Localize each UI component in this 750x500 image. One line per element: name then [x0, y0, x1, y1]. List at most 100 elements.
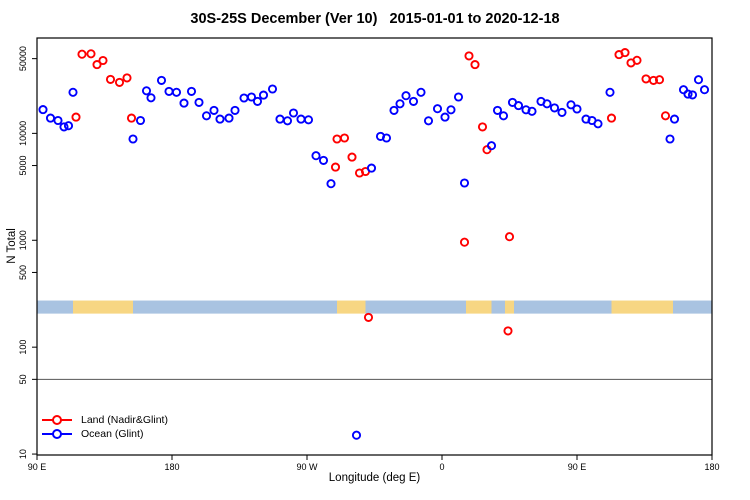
data-point-ocean — [215, 114, 225, 124]
data-point-ocean — [224, 113, 234, 123]
y-tick-label: 10 — [18, 449, 28, 459]
legend: Land (Nadir&Glint) Ocean (Glint) — [42, 413, 168, 441]
data-point-ocean — [68, 87, 78, 97]
data-point-ocean — [687, 90, 698, 100]
data-point-land — [470, 60, 480, 70]
band-segment-ocean — [365, 300, 466, 314]
data-point-land — [459, 237, 470, 247]
data-point-ocean — [423, 116, 434, 126]
band-segment-land — [505, 300, 514, 314]
band-segment-land — [611, 300, 673, 314]
data-point-ocean — [141, 86, 152, 96]
x-tick-label: 0 — [439, 462, 444, 472]
data-point-ocean — [186, 86, 197, 96]
data-point-ocean — [53, 115, 63, 126]
y-tick-label: 10000 — [18, 121, 28, 146]
land-ocean-band — [37, 300, 712, 314]
data-point-land — [477, 122, 488, 132]
data-point-ocean — [252, 96, 263, 106]
data-point-ocean — [318, 155, 329, 165]
x-tick-label: 180 — [164, 462, 179, 472]
data-point-ocean — [171, 87, 182, 97]
data-point-ocean — [699, 85, 710, 95]
data-point-land — [660, 111, 671, 121]
data-point-ocean — [401, 91, 411, 101]
data-point-land — [77, 49, 87, 59]
data-point-ocean — [416, 87, 426, 97]
data-point-ocean — [492, 105, 503, 115]
data-point-ocean — [669, 114, 680, 124]
band-segment-land — [73, 300, 133, 314]
data-point-ocean — [408, 96, 419, 106]
data-point-land — [126, 113, 137, 123]
data-point-land — [332, 134, 342, 144]
data-point-ocean — [542, 99, 552, 109]
data-point-land — [92, 60, 102, 70]
y-tick-label: 100 — [18, 340, 28, 355]
data-point-ocean — [267, 84, 278, 94]
band-segment-land — [466, 300, 492, 314]
data-point-ocean — [572, 104, 582, 114]
y-tick-label: 500 — [18, 265, 28, 280]
data-point-ocean — [440, 112, 450, 122]
data-point-land — [504, 232, 515, 242]
data-point-ocean — [453, 92, 464, 102]
data-point-land — [654, 75, 665, 85]
data-point-ocean — [665, 134, 675, 144]
legend-label-ocean: Ocean (Glint) — [81, 428, 144, 440]
band-segment-land — [337, 300, 366, 314]
data-point-land — [71, 112, 81, 122]
data-point-land — [86, 49, 96, 59]
data-point-ocean — [164, 86, 174, 96]
data-point-ocean — [288, 108, 299, 118]
data-point-ocean — [326, 179, 336, 189]
data-point-land — [347, 152, 357, 162]
data-point-land — [339, 133, 350, 143]
data-point-land — [620, 48, 630, 58]
data-point-ocean — [459, 178, 470, 188]
chart-title: 30S-25S December (Ver 10) 2015-01-01 to … — [190, 11, 560, 27]
data-points-group — [38, 48, 710, 440]
data-point-ocean — [311, 151, 321, 161]
data-point-land — [648, 75, 659, 85]
data-point-land — [98, 55, 108, 66]
data-point-ocean — [498, 111, 509, 121]
data-point-ocean — [128, 134, 138, 144]
data-point-ocean — [513, 101, 524, 111]
data-point-ocean — [179, 98, 189, 108]
data-point-ocean — [230, 105, 240, 115]
data-point-ocean — [683, 89, 693, 99]
data-point-ocean — [246, 92, 257, 102]
band-segment-ocean — [673, 300, 712, 314]
band-segment-ocean — [37, 300, 73, 314]
band-segment-ocean — [514, 300, 612, 314]
data-point-ocean — [446, 105, 456, 115]
data-point-ocean — [527, 106, 537, 116]
x-axis-title: Longitude (deg E) — [328, 472, 421, 484]
data-point-ocean — [566, 100, 576, 110]
data-point-ocean — [557, 107, 567, 117]
axes-group: 90 E 180 90 W 0 90 E 180 50000 10000 5000 1000 500… — [18, 37, 720, 472]
data-point-land — [363, 312, 374, 322]
x-tick-label: 90 W — [296, 462, 318, 472]
y-tick-label: 5000 — [18, 156, 28, 176]
data-point-ocean — [135, 115, 146, 126]
data-point-ocean — [45, 113, 56, 123]
data-point-land — [632, 55, 642, 65]
data-point-ocean — [605, 87, 615, 97]
data-point-land — [641, 74, 651, 84]
x-tick-label: 90 E — [568, 462, 587, 472]
band-segment-ocean — [133, 300, 337, 314]
y-tick-label: 50000 — [18, 46, 28, 71]
data-point-ocean — [389, 105, 399, 115]
data-point-land — [503, 326, 513, 336]
y-tick-label: 1000 — [18, 230, 28, 250]
data-point-land — [105, 74, 116, 84]
data-point-ocean — [593, 119, 603, 129]
data-point-ocean — [432, 104, 443, 114]
data-point-land — [330, 162, 341, 172]
legend-item-ocean: Ocean (Glint) — [42, 427, 168, 441]
legend-item-land: Land (Nadir&Glint) — [42, 413, 168, 427]
data-point-land — [114, 77, 125, 87]
data-point-ocean — [275, 114, 285, 124]
